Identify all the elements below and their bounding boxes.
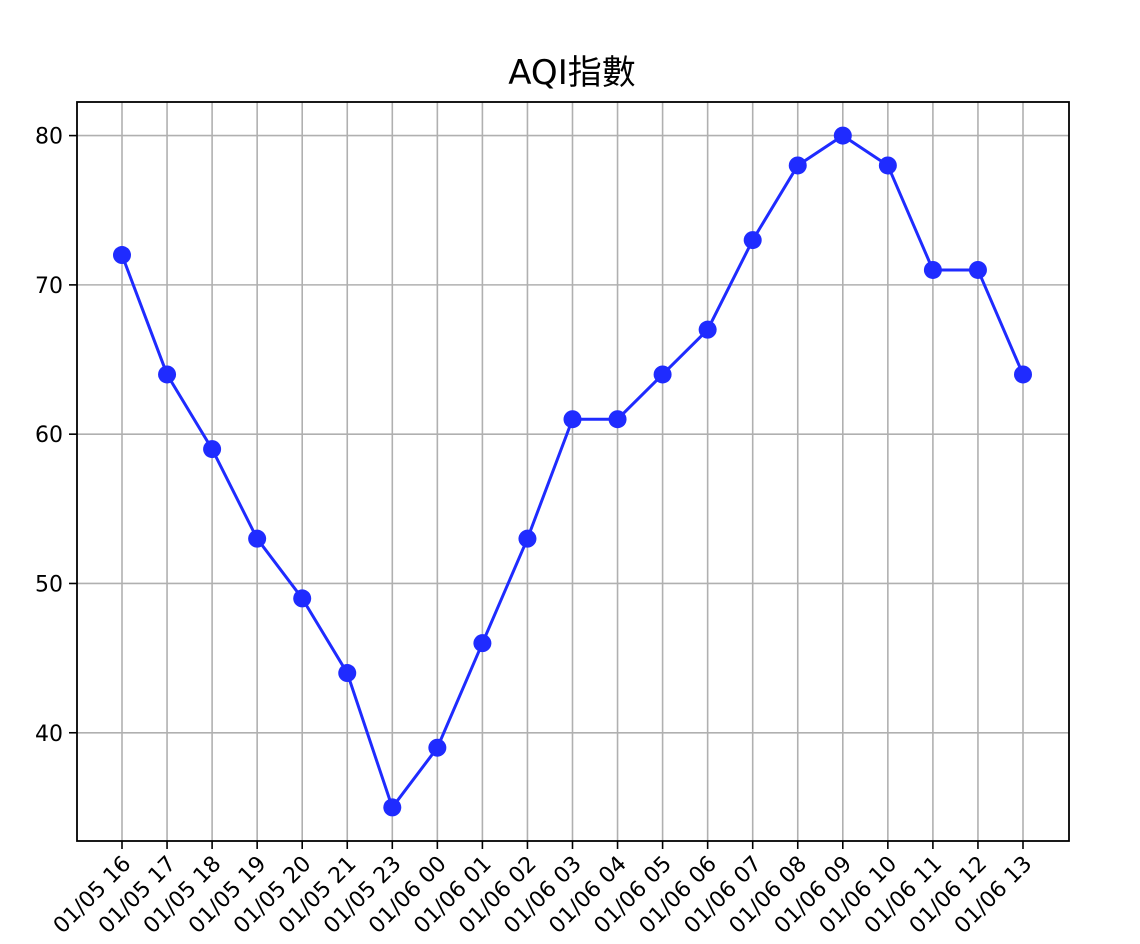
data-point — [158, 365, 177, 384]
data-point — [203, 440, 222, 459]
y-tick-label: 70 — [35, 274, 63, 299]
data-point — [293, 589, 312, 608]
data-point — [878, 156, 897, 175]
data-point — [968, 260, 987, 279]
data-point — [1014, 365, 1032, 384]
y-tick-label: 60 — [35, 423, 63, 448]
y-tick-label: 80 — [35, 125, 63, 150]
data-point — [833, 126, 852, 145]
series-aqi — [113, 126, 1032, 817]
data-point — [113, 246, 131, 265]
data-point — [608, 410, 627, 429]
y-tick-label: 50 — [35, 572, 63, 597]
data-point — [788, 156, 807, 175]
grid-lines — [77, 102, 1069, 841]
data-point — [743, 231, 762, 250]
data-point — [653, 365, 672, 384]
data-point — [473, 634, 492, 653]
data-point — [698, 320, 717, 339]
data-point — [248, 529, 267, 548]
data-point — [338, 664, 357, 683]
data-point — [428, 738, 447, 757]
y-axis-ticks: 40 50 60 70 80 — [35, 125, 77, 747]
data-point — [518, 529, 537, 548]
data-point — [383, 798, 402, 817]
data-point — [923, 260, 942, 279]
chart-title: AQI指數 — [508, 53, 635, 93]
y-tick-label: 40 — [35, 722, 63, 747]
data-point — [563, 410, 582, 429]
